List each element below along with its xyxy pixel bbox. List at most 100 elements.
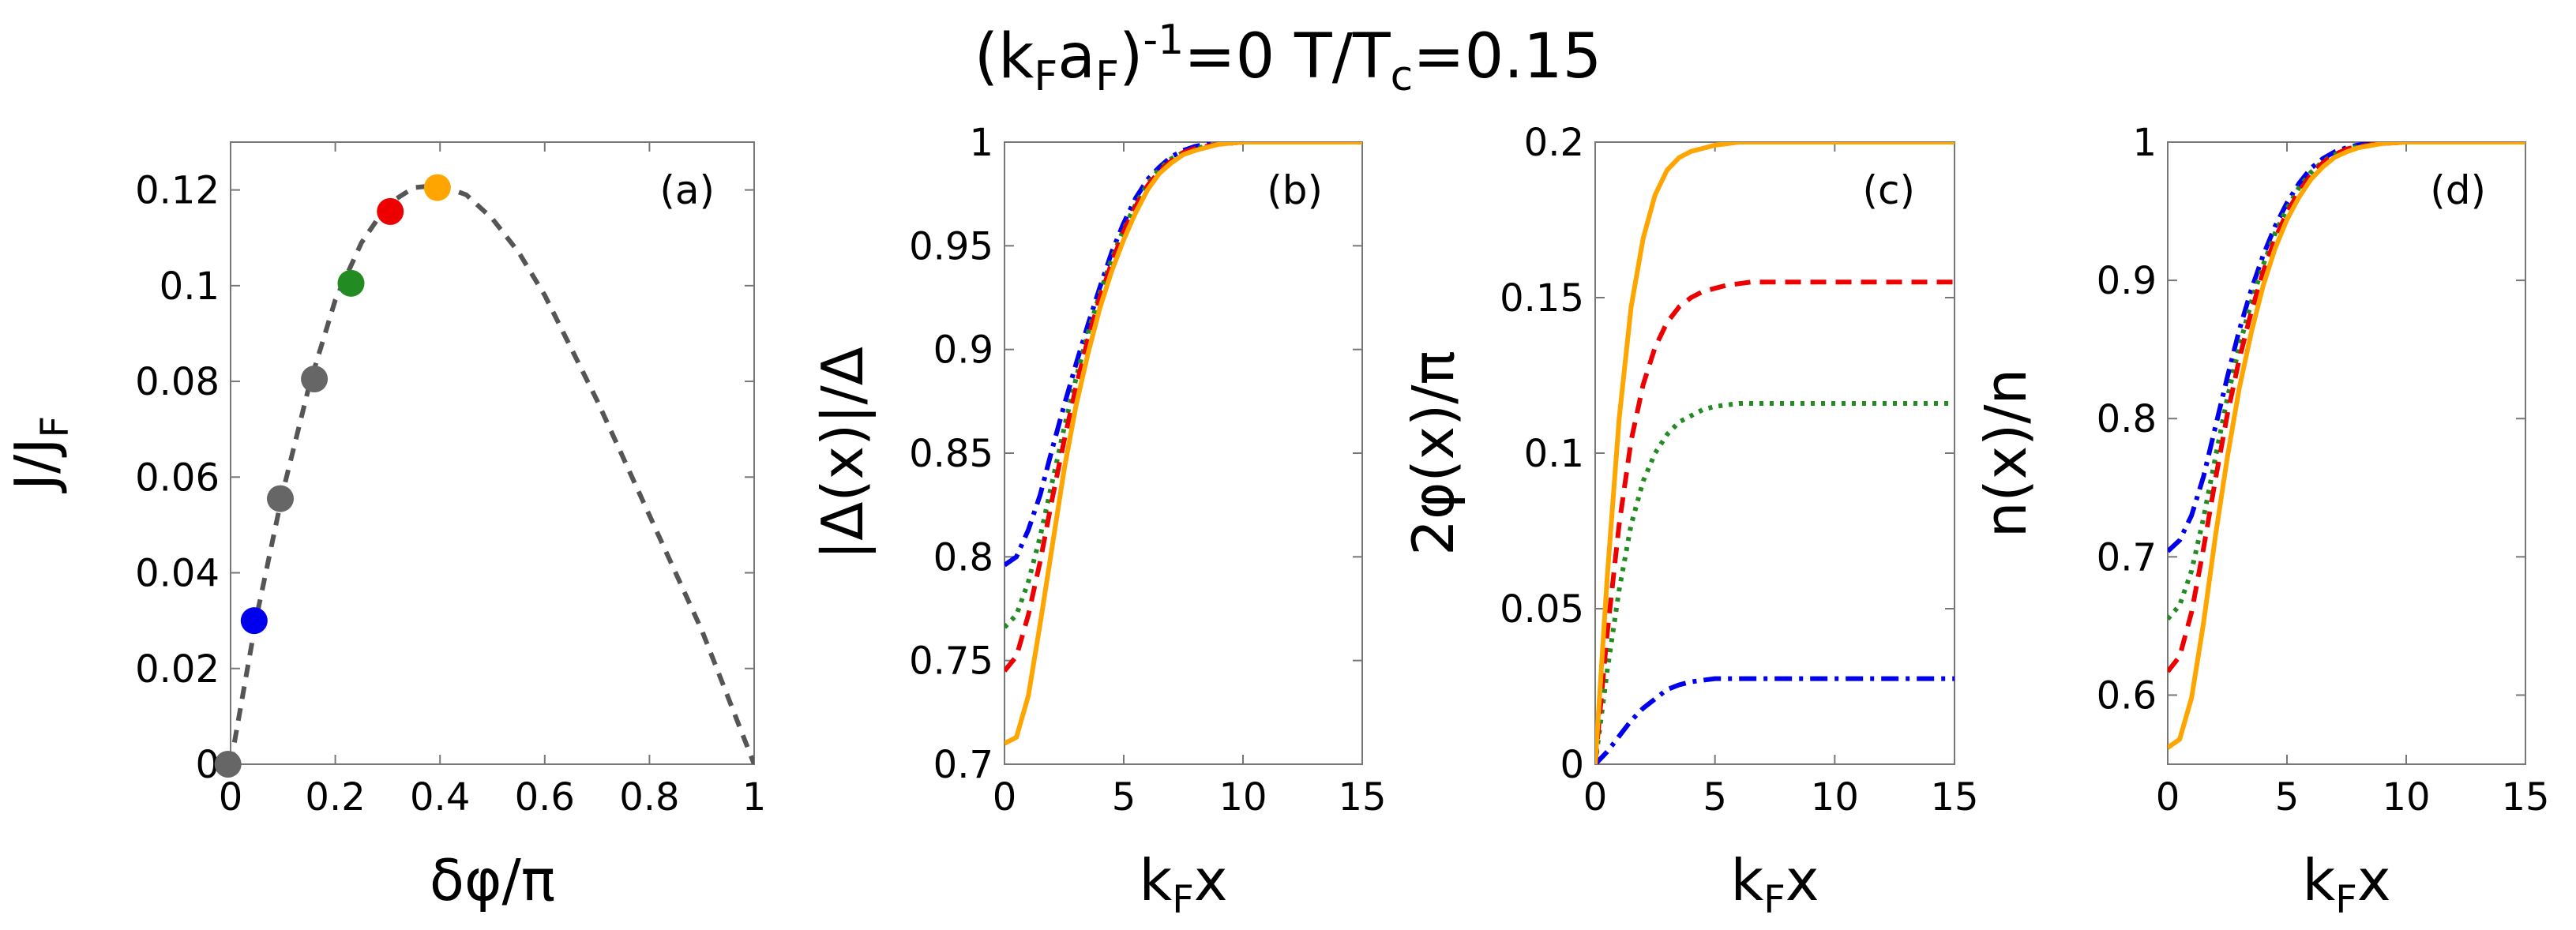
x-label-part: x xyxy=(1194,847,1228,913)
plot-area xyxy=(1595,142,1955,764)
y-label-part: J/J xyxy=(2,437,69,493)
data-point xyxy=(301,366,329,393)
x-tick-label: 0 xyxy=(2156,775,2180,819)
series-line-red xyxy=(2168,142,2525,673)
panel-label: (b) xyxy=(1267,167,1323,213)
data-point xyxy=(337,269,365,297)
y-tick-label: 0.08 xyxy=(135,360,220,404)
figure-title: (kFaF)-1=0 T/Tc=0.15 xyxy=(974,17,1602,100)
x-tick-label: 1 xyxy=(742,775,767,819)
y-tick-label: 0.1 xyxy=(160,264,220,309)
panel-c: 0 5 10 15 0 0.05 0.1 0.15 0.2 (c) kFx 2φ(x)/π xyxy=(1400,121,1979,922)
plot-frame xyxy=(1004,141,1363,765)
y-tick-label: 0.15 xyxy=(1500,276,1584,321)
title-part: ) xyxy=(1119,21,1143,92)
series-line-green xyxy=(1004,142,1362,629)
panel-d: 0 5 10 15 0.6 0.7 0.8 0.9 1 (d) kFx n(x)/n xyxy=(1973,121,2550,922)
x-label-part: F xyxy=(1172,878,1194,922)
x-tick-label: 0.6 xyxy=(515,775,575,819)
x-tick-label: 15 xyxy=(1930,775,1978,819)
series-line-red xyxy=(1595,279,1955,764)
x-tick-label: 10 xyxy=(2382,775,2430,819)
y-tick-label: 0 xyxy=(1560,743,1584,787)
x-tick-label: 0 xyxy=(993,775,1017,819)
title-part: (k xyxy=(974,21,1035,92)
x-tick-label: 0.2 xyxy=(305,775,365,819)
panel-label: (a) xyxy=(659,167,715,213)
y-axis-label: 2φ(x)/π xyxy=(1400,351,1466,556)
title-part: c xyxy=(1391,53,1414,100)
data-point xyxy=(377,197,404,225)
title-part: F xyxy=(1034,53,1057,100)
x-tick-label: 15 xyxy=(2501,775,2549,819)
current-phase-curve xyxy=(231,182,754,764)
x-axis-label: kFx xyxy=(2303,847,2391,922)
x-label-part: x xyxy=(1786,847,1819,913)
x-tick-label: 0 xyxy=(1583,775,1608,819)
y-axis-label: |Δ(x)|/Δ xyxy=(809,347,877,560)
x-tick-label: 10 xyxy=(1811,775,1859,819)
y-tick-label: 0.7 xyxy=(2097,535,2157,579)
title-part: F xyxy=(1095,53,1119,100)
series-line-blue xyxy=(1004,142,1362,568)
series-line-red xyxy=(1004,142,1362,673)
y-tick-label: 0.05 xyxy=(1500,587,1584,632)
y-axis-label: n(x)/n xyxy=(1973,369,2039,538)
y-tick-label: 0.95 xyxy=(909,224,993,268)
y-axis-label: J/JF xyxy=(2,416,77,493)
y-tick-label: 0.06 xyxy=(135,456,220,500)
data-point xyxy=(214,751,242,778)
series-line-blue xyxy=(1595,676,1955,764)
y-tick-label: 0.02 xyxy=(135,647,220,692)
series-line-green xyxy=(1595,401,1955,764)
x-label-part: F xyxy=(1763,878,1786,922)
x-label-part: k xyxy=(1140,847,1173,913)
y-tick-label: 0.7 xyxy=(933,743,993,787)
x-label-part: k xyxy=(2303,847,2336,913)
y-tick-label: 0.8 xyxy=(2097,397,2157,441)
y-tick-label: 0.8 xyxy=(933,535,993,579)
series-line-green xyxy=(2168,142,2525,621)
y-tick-label: 0.1 xyxy=(1524,432,1584,476)
title-part: =0 T/T xyxy=(1184,21,1391,92)
data-point xyxy=(240,607,268,635)
y-tick-label: 0.12 xyxy=(135,169,220,213)
x-label-part: F xyxy=(2335,878,2357,922)
panel-label: (c) xyxy=(1862,167,1915,213)
x-axis-label: kFx xyxy=(1140,847,1228,922)
y-tick-label: 0.9 xyxy=(2097,259,2157,303)
series-line-orange xyxy=(1595,142,1955,764)
x-tick-label: 0.8 xyxy=(619,775,679,819)
y-tick-label: 1 xyxy=(969,121,993,165)
plot-area xyxy=(1004,142,1362,746)
series-line-blue xyxy=(2168,142,2525,553)
plot-frame xyxy=(230,141,755,765)
x-tick-label: 15 xyxy=(1338,775,1386,819)
title-part: =0.15 xyxy=(1413,21,1602,92)
x-tick-label: 10 xyxy=(1219,775,1267,819)
x-tick-label: 5 xyxy=(1112,775,1136,819)
plot-area xyxy=(2168,142,2525,750)
plot-area xyxy=(231,182,754,764)
y-tick-label: 0.2 xyxy=(1524,121,1584,165)
x-tick-label: 5 xyxy=(2275,775,2300,819)
data-point xyxy=(423,174,451,201)
series-line-orange xyxy=(2168,142,2525,750)
title-part: -1 xyxy=(1143,17,1184,64)
y-tick-label: 0.6 xyxy=(2097,673,2157,718)
panel-a: 0 0.2 0.4 0.6 0.8 100.020.040.060.080.10.12 (a… xyxy=(2,141,767,913)
x-label-part: k xyxy=(1731,847,1764,913)
y-tick-label: 1 xyxy=(2132,121,2157,165)
y-tick-label: 0.04 xyxy=(135,552,220,596)
x-tick-label: 5 xyxy=(1703,775,1727,819)
x-tick-label: 0 xyxy=(219,775,243,819)
x-axis-label: kFx xyxy=(1731,847,1819,922)
panel-b: 0 5 10 15 0.7 0.75 0.8 0.85 0.9 0.95 1 (b) kFx |Δ(x)|… xyxy=(809,121,1387,922)
x-label-part: x xyxy=(2357,847,2391,913)
x-tick-label: 0.4 xyxy=(410,775,470,819)
y-tick-label: 0.85 xyxy=(909,432,993,476)
data-point xyxy=(266,485,294,512)
series-line-orange xyxy=(1004,142,1362,746)
y-tick-label: 0.9 xyxy=(933,328,993,373)
